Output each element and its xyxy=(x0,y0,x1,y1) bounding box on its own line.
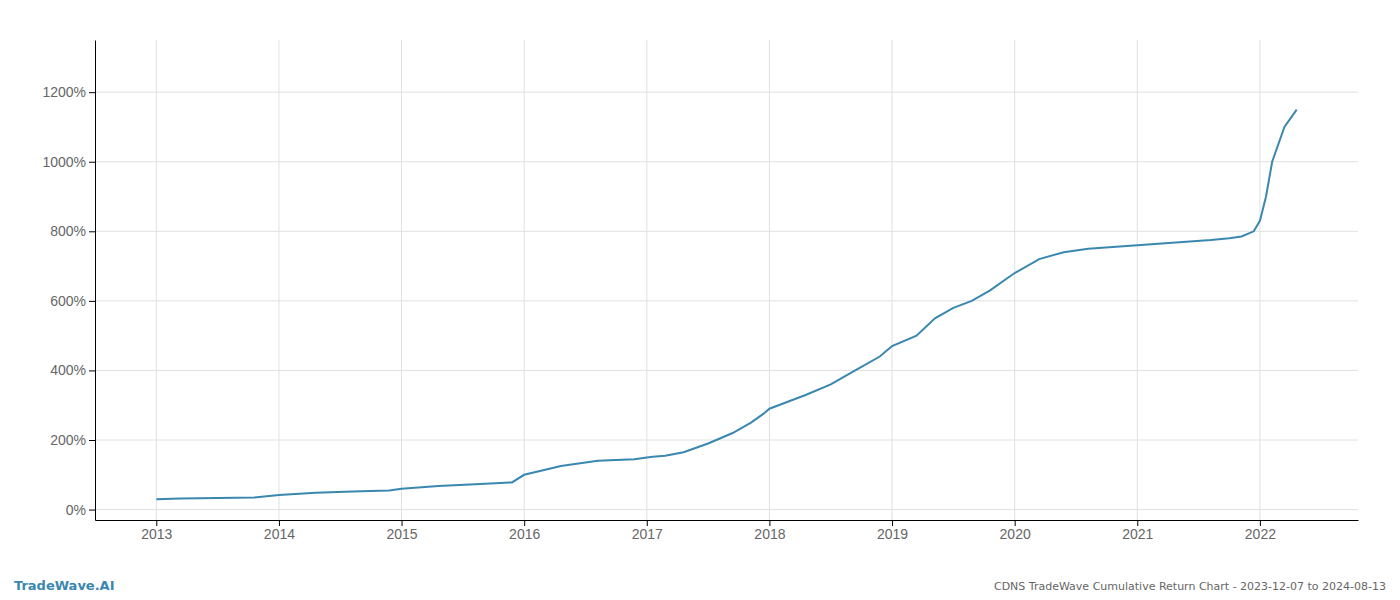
y-tick: 200% xyxy=(50,432,95,448)
x-tick-label: 2018 xyxy=(754,526,785,542)
grid-line xyxy=(278,40,279,520)
x-axis: 2013 2014 2015 2016 2017 2018 2019 2020 2021 2022 xyxy=(96,520,1359,542)
x-tick: 2015 xyxy=(386,520,417,542)
x-axis-line xyxy=(96,520,1359,521)
y-tick-mark xyxy=(89,162,95,163)
x-tick: 2014 xyxy=(264,520,295,542)
x-tick: 2020 xyxy=(1000,520,1031,542)
y-tick-mark xyxy=(89,440,95,441)
y-tick-mark xyxy=(89,370,95,371)
grid-line xyxy=(95,300,1358,301)
y-tick-label: 600% xyxy=(50,293,86,309)
grid-line xyxy=(95,440,1358,441)
y-tick-label: 200% xyxy=(50,432,86,448)
x-tick-label: 2016 xyxy=(509,526,540,542)
x-tick: 2022 xyxy=(1245,520,1276,542)
grid-line xyxy=(1137,40,1138,520)
x-tick-label: 2017 xyxy=(632,526,663,542)
x-tick: 2019 xyxy=(877,520,908,542)
x-tick: 2016 xyxy=(509,520,540,542)
line xyxy=(156,110,1296,500)
x-tick: 2017 xyxy=(632,520,663,542)
watermark: TradeWave.AI xyxy=(14,578,115,593)
grid-line xyxy=(892,40,893,520)
grid-line xyxy=(524,40,525,520)
chart: 2013 2014 2015 2016 2017 2018 2019 2020 2021 2022… xyxy=(0,0,1400,600)
y-tick-mark xyxy=(89,92,95,93)
plot: 2013 2014 2015 2016 2017 2018 2019 2020 2021 2022… xyxy=(42,40,1358,542)
y-tick-mark xyxy=(89,231,95,232)
grid-line xyxy=(1259,40,1260,520)
y-axis: 0% 200% 400% 600% 800% 1000% 1200% xyxy=(42,41,95,521)
grid-line xyxy=(1014,40,1015,520)
x-tick: 2021 xyxy=(1122,520,1153,542)
x-tick-label: 2013 xyxy=(141,526,172,542)
grid-line xyxy=(95,509,1358,510)
y-tick-mark xyxy=(89,510,95,511)
y-tick: 800% xyxy=(50,223,95,239)
marks xyxy=(156,110,1296,500)
grid-line xyxy=(95,92,1358,93)
x-tick: 2013 xyxy=(141,520,172,542)
grid-line xyxy=(769,40,770,520)
y-tick: 1200% xyxy=(42,84,95,100)
y-tick: 1000% xyxy=(42,154,95,170)
grid-line xyxy=(95,370,1358,371)
y-axis-line xyxy=(95,41,96,521)
title: CDNS TradeWave Cumulative Return Chart -… xyxy=(994,580,1386,593)
y-tick-label: 1000% xyxy=(42,154,86,170)
x-tick-label: 2021 xyxy=(1122,526,1153,542)
x-tick: 2018 xyxy=(754,520,785,542)
y-tick: 600% xyxy=(50,293,95,309)
grid-line xyxy=(646,40,647,520)
grid-line xyxy=(401,40,402,520)
y-tick-label: 400% xyxy=(50,362,86,378)
x-tick-label: 2019 xyxy=(877,526,908,542)
y-tick: 0% xyxy=(66,502,95,518)
x-tick-label: 2022 xyxy=(1245,526,1276,542)
y-tick-label: 800% xyxy=(50,223,86,239)
grid-line xyxy=(95,161,1358,162)
x-tick-label: 2020 xyxy=(1000,526,1031,542)
grid-line xyxy=(95,231,1358,232)
y-tick-label: 1200% xyxy=(42,84,86,100)
y-tick-label: 0% xyxy=(66,502,86,518)
grid-line xyxy=(156,40,157,520)
x-tick-label: 2014 xyxy=(264,526,295,542)
y-tick: 400% xyxy=(50,362,95,378)
grid xyxy=(95,40,1358,520)
y-tick-mark xyxy=(89,301,95,302)
x-tick-label: 2015 xyxy=(386,526,417,542)
